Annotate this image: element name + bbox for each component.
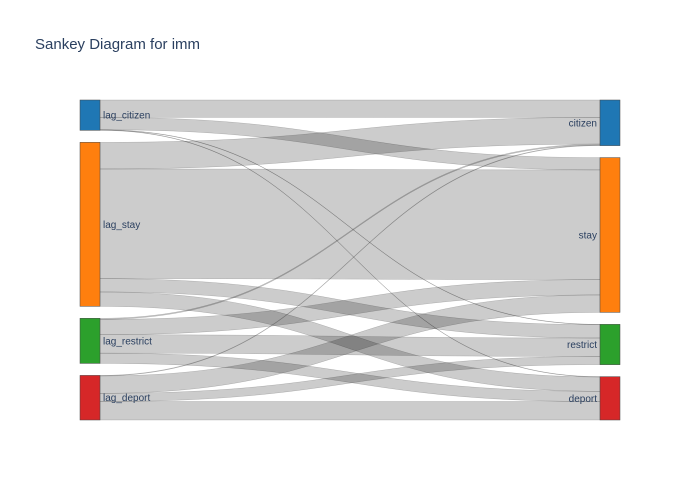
nodes-layer xyxy=(79,99,621,421)
node-label-lag_restrict: lag_restrict xyxy=(103,336,152,347)
node-label-deport: deport xyxy=(569,394,598,405)
node-label-lag_citizen: lag_citizen xyxy=(103,111,150,122)
link-lag_citizen-to-citizen xyxy=(99,99,601,118)
node-citizen[interactable] xyxy=(599,99,621,146)
labels-layer: lag_citizen lag_stay lag_restrict lag_depor… xyxy=(103,111,597,405)
node-label-lag_deport: lag_deport xyxy=(103,393,150,404)
node-label-restrict: restrict xyxy=(567,340,597,351)
node-lag_citizen[interactable] xyxy=(79,99,101,131)
node-label-stay: stay xyxy=(579,230,597,241)
node-label-lag_stay: lag_stay xyxy=(103,220,140,231)
node-label-citizen: citizen xyxy=(569,118,597,129)
node-lag_restrict[interactable] xyxy=(79,318,101,364)
link-lag_stay-to-stay xyxy=(99,168,601,280)
node-lag_stay[interactable] xyxy=(79,142,101,307)
link-lag_deport-to-deport xyxy=(99,401,601,421)
node-stay[interactable] xyxy=(599,157,621,313)
node-restrict[interactable] xyxy=(599,324,621,365)
chart-title: Sankey Diagram for imm xyxy=(35,36,201,53)
node-lag_deport[interactable] xyxy=(79,375,101,421)
links-layer xyxy=(99,99,601,421)
node-deport[interactable] xyxy=(599,376,621,421)
